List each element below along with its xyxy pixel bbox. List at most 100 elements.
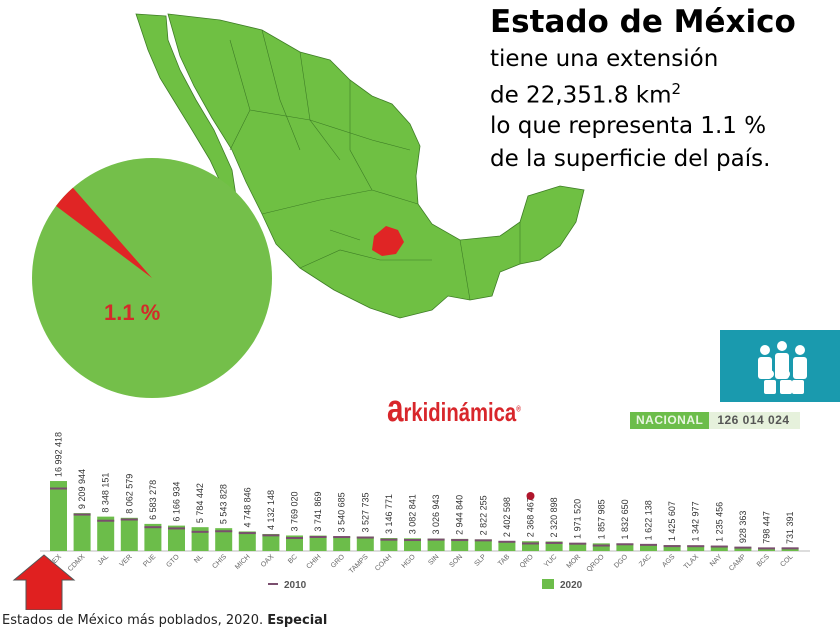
bar-value-label: 6 166 934	[172, 482, 182, 522]
bar-value-label: 8 348 151	[101, 473, 111, 513]
category-label: CDMX	[67, 553, 87, 573]
marker-2010	[781, 547, 799, 550]
caption-text: Estados de México más poblados, 2020.	[2, 613, 264, 628]
marker-2010	[758, 547, 775, 550]
marker-2010	[191, 530, 209, 533]
superscript: 2	[671, 80, 682, 98]
marker-2010	[687, 545, 705, 548]
marker-2010	[309, 535, 327, 538]
category-label: NL	[193, 553, 204, 564]
bar-2020	[545, 541, 563, 551]
bar-value-label: 798 447	[762, 511, 772, 544]
bar-2020	[168, 525, 185, 551]
bar-2020	[451, 538, 469, 551]
bar-2020	[710, 545, 728, 551]
bar-value-label: 3 026 943	[431, 494, 441, 534]
marker-2010	[498, 540, 516, 543]
bar-value-label: 1 425 607	[667, 501, 677, 541]
national-value: 126 014 024	[709, 412, 800, 429]
marker-2010	[286, 537, 303, 540]
arrow-up-icon	[12, 554, 76, 610]
bar-2020	[286, 535, 303, 551]
bar-value-label: 4 748 846	[242, 487, 252, 527]
category-label: TAB	[497, 553, 511, 567]
page-title: Estado de México	[490, 4, 796, 40]
category-label: SLP	[473, 553, 488, 568]
category-label: PUE	[142, 553, 157, 568]
category-label: GRO	[330, 553, 347, 570]
bar-value-label: 1 857 985	[596, 499, 606, 539]
highlight-dot	[526, 492, 535, 500]
marker-2010	[710, 545, 728, 548]
bar-2020	[687, 545, 705, 551]
pie-percent-label: 1.1 %	[104, 300, 161, 325]
marker-2010	[356, 536, 374, 539]
bar-value-label: 2 320 898	[549, 497, 559, 537]
pie-slice-estado	[56, 187, 152, 278]
category-label: TAMPS	[348, 553, 370, 575]
category-label: COL	[779, 553, 794, 568]
bar-2020	[734, 547, 752, 551]
bar-value-label: 3 769 020	[290, 491, 300, 531]
category-label: QRO	[519, 553, 536, 570]
bar-value-label: 3 082 841	[408, 494, 418, 534]
marker-2010	[592, 544, 610, 547]
marker-2010	[451, 539, 469, 542]
bar-2020	[73, 513, 91, 551]
bar-2020	[404, 538, 421, 551]
marker-2010	[522, 542, 539, 545]
bar-2020	[120, 517, 138, 551]
bar-value-label: 1 622 138	[644, 500, 654, 540]
bar-2020	[474, 539, 492, 551]
population-icon-box	[720, 330, 840, 402]
bar-value-label: 2 944 840	[455, 495, 465, 535]
extension-line-4: de la superficie del país.	[490, 146, 771, 172]
bar-2020	[781, 547, 799, 551]
bar-value-label: 1 832 650	[620, 499, 630, 539]
category-label: SIN	[427, 553, 440, 566]
bar-value-label: 1 342 977	[691, 501, 701, 541]
category-label: CHIS	[211, 553, 228, 570]
bar-value-label: 3 741 869	[313, 492, 323, 532]
marker-2010	[569, 542, 587, 545]
marker-2010	[144, 526, 162, 529]
extension-line-2: de 22,351.8 km2	[490, 80, 681, 109]
bar-value-label: 1 235 456	[714, 502, 724, 542]
bar-value-label: 2 822 255	[478, 495, 488, 535]
estado-de-mexico-highlight	[372, 226, 404, 256]
marker-2010	[238, 532, 256, 535]
mexico-map	[135, 13, 585, 319]
legend-2020-label: 2020	[560, 580, 583, 591]
marker-2010	[215, 530, 233, 533]
national-label: NACIONAL	[630, 412, 710, 429]
category-label: AGS	[661, 553, 677, 569]
category-label: CAMP	[728, 553, 747, 572]
category-label: CHIH	[305, 553, 322, 570]
marker-2010	[97, 519, 115, 522]
extension-line-1: tiene una extensión	[490, 46, 719, 72]
category-label: QROO	[586, 553, 606, 573]
marker-2010	[427, 538, 445, 541]
marker-2010	[333, 536, 351, 539]
arkidinamica-logo: arkidinámica®	[387, 388, 521, 430]
bar-2020	[215, 528, 233, 551]
bar-2020	[50, 481, 67, 551]
category-label: VER	[119, 553, 134, 568]
marker-2010	[262, 534, 280, 537]
category-label: YUC	[543, 553, 558, 568]
bar-2020	[498, 541, 516, 551]
bar-value-label: 3 540 685	[337, 492, 347, 532]
bar-2020	[427, 538, 445, 551]
category-label: BC	[287, 553, 299, 565]
bar-value-label: 2 402 598	[502, 497, 512, 537]
bar-value-label: 1 971 520	[573, 499, 583, 539]
pie-chart	[32, 158, 272, 398]
bar-2020	[191, 527, 209, 551]
marker-2010	[616, 543, 634, 546]
marker-2010	[474, 539, 492, 542]
extension-line-3: lo que representa 1.1 %	[490, 113, 767, 139]
marker-2010	[50, 487, 67, 490]
bar-2020	[522, 541, 539, 551]
legend-2020-swatch	[542, 579, 554, 589]
category-label: DGO	[613, 553, 630, 570]
